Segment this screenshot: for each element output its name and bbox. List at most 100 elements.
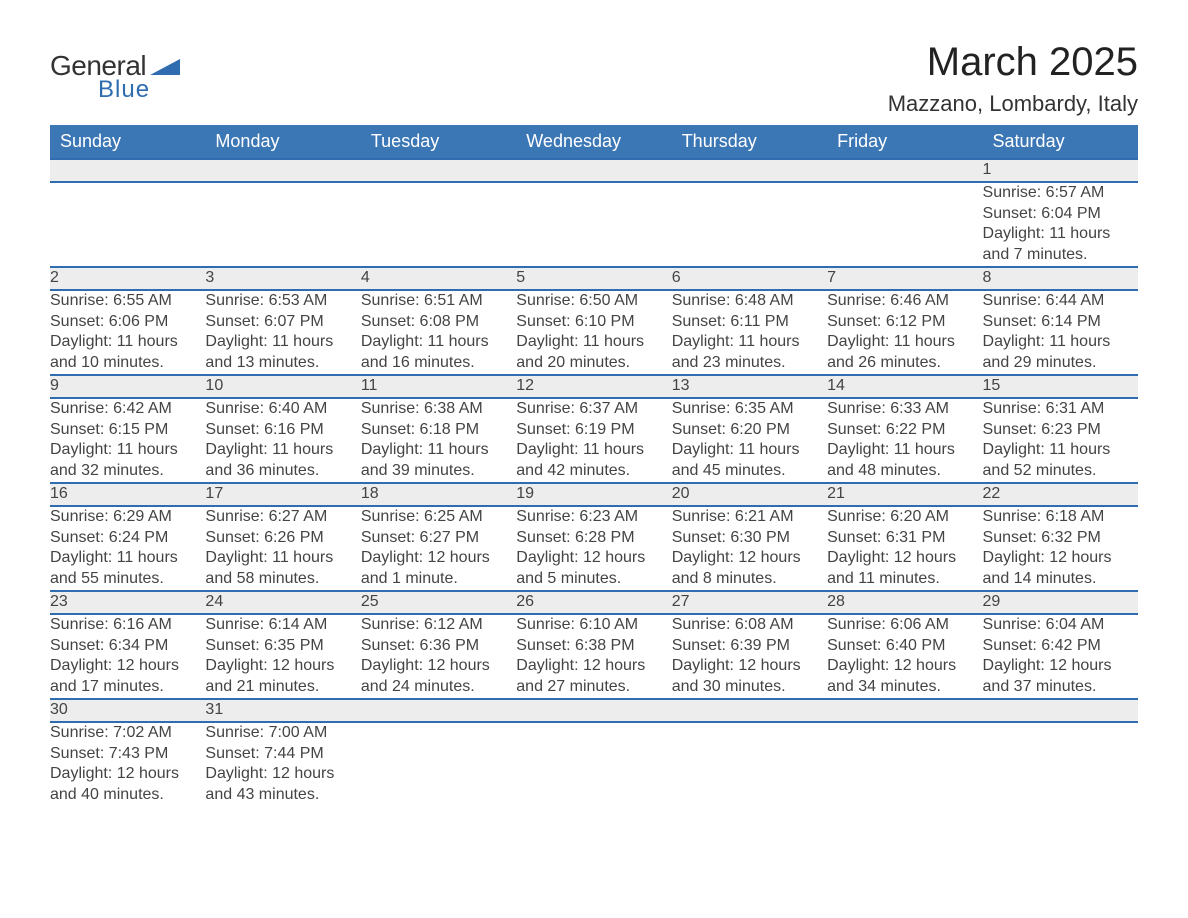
- day-number-cell: 3: [205, 267, 360, 290]
- day-detail-cell: Sunrise: 6:33 AMSunset: 6:22 PMDaylight:…: [827, 398, 982, 483]
- day-detail-cell: Sunrise: 6:48 AMSunset: 6:11 PMDaylight:…: [672, 290, 827, 375]
- sunset-line: Sunset: 6:10 PM: [516, 312, 671, 333]
- daylight-line: Daylight: 12 hours and 40 minutes.: [50, 764, 205, 806]
- daylight-line: Daylight: 11 hours and 48 minutes.: [827, 440, 982, 482]
- day-number-row: 9101112131415: [50, 375, 1138, 398]
- day-number: 1: [983, 161, 992, 178]
- daylight-line: Daylight: 12 hours and 27 minutes.: [516, 656, 671, 698]
- day-detail-cell: Sunrise: 6:23 AMSunset: 6:28 PMDaylight:…: [516, 506, 671, 591]
- day-number-cell: 26: [516, 591, 671, 614]
- sunrise-line: Sunrise: 6:08 AM: [672, 615, 827, 636]
- day-number-cell: 18: [361, 483, 516, 506]
- day-number-row: 23242526272829: [50, 591, 1138, 614]
- day-number: 8: [983, 269, 992, 286]
- day-detail-cell: [516, 722, 671, 806]
- sunrise-line: Sunrise: 6:20 AM: [827, 507, 982, 528]
- day-number-cell: [361, 159, 516, 182]
- day-detail-cell: [672, 182, 827, 267]
- daylight-line: Daylight: 11 hours and 39 minutes.: [361, 440, 516, 482]
- day-number-cell: 30: [50, 699, 205, 722]
- day-number-cell: 13: [672, 375, 827, 398]
- day-detail-cell: Sunrise: 6:53 AMSunset: 6:07 PMDaylight:…: [205, 290, 360, 375]
- day-number-cell: 17: [205, 483, 360, 506]
- daylight-line: Daylight: 11 hours and 36 minutes.: [205, 440, 360, 482]
- day-detail-cell: Sunrise: 6:10 AMSunset: 6:38 PMDaylight:…: [516, 614, 671, 699]
- sunrise-line: Sunrise: 6:31 AM: [983, 399, 1138, 420]
- daylight-line: Daylight: 11 hours and 23 minutes.: [672, 332, 827, 374]
- day-detail-cell: Sunrise: 6:08 AMSunset: 6:39 PMDaylight:…: [672, 614, 827, 699]
- daylight-line: Daylight: 11 hours and 58 minutes.: [205, 548, 360, 590]
- day-detail-cell: Sunrise: 6:18 AMSunset: 6:32 PMDaylight:…: [983, 506, 1138, 591]
- daylight-line: Daylight: 12 hours and 8 minutes.: [672, 548, 827, 590]
- sunset-line: Sunset: 6:15 PM: [50, 420, 205, 441]
- daylight-line: Daylight: 12 hours and 14 minutes.: [983, 548, 1138, 590]
- daylight-line: Daylight: 12 hours and 43 minutes.: [205, 764, 360, 806]
- day-detail-cell: Sunrise: 6:57 AMSunset: 6:04 PMDaylight:…: [983, 182, 1138, 267]
- day-detail-cell: Sunrise: 6:12 AMSunset: 6:36 PMDaylight:…: [361, 614, 516, 699]
- day-detail-cell: [361, 722, 516, 806]
- day-number-cell: 29: [983, 591, 1138, 614]
- day-number-cell: [827, 699, 982, 722]
- daylight-line: Daylight: 12 hours and 30 minutes.: [672, 656, 827, 698]
- day-number: 17: [205, 485, 223, 502]
- sunrise-line: Sunrise: 6:27 AM: [205, 507, 360, 528]
- day-detail-cell: Sunrise: 6:14 AMSunset: 6:35 PMDaylight:…: [205, 614, 360, 699]
- day-number: 10: [205, 377, 223, 394]
- day-number-cell: [205, 159, 360, 182]
- sunrise-line: Sunrise: 6:10 AM: [516, 615, 671, 636]
- day-detail-cell: Sunrise: 6:06 AMSunset: 6:40 PMDaylight:…: [827, 614, 982, 699]
- day-detail-cell: Sunrise: 6:25 AMSunset: 6:27 PMDaylight:…: [361, 506, 516, 591]
- day-number: 4: [361, 269, 370, 286]
- day-number-cell: 5: [516, 267, 671, 290]
- sunset-line: Sunset: 6:11 PM: [672, 312, 827, 333]
- daylight-line: Daylight: 12 hours and 21 minutes.: [205, 656, 360, 698]
- day-number-cell: 14: [827, 375, 982, 398]
- day-number-cell: 4: [361, 267, 516, 290]
- daylight-line: Daylight: 11 hours and 16 minutes.: [361, 332, 516, 374]
- day-number-cell: 15: [983, 375, 1138, 398]
- sunset-line: Sunset: 6:12 PM: [827, 312, 982, 333]
- day-number: 28: [827, 593, 845, 610]
- day-number: 7: [827, 269, 836, 286]
- day-detail-cell: Sunrise: 7:00 AMSunset: 7:44 PMDaylight:…: [205, 722, 360, 806]
- sunset-line: Sunset: 6:08 PM: [361, 312, 516, 333]
- day-detail-cell: Sunrise: 6:38 AMSunset: 6:18 PMDaylight:…: [361, 398, 516, 483]
- sunset-line: Sunset: 6:36 PM: [361, 636, 516, 657]
- day-number-cell: 11: [361, 375, 516, 398]
- sunrise-line: Sunrise: 6:48 AM: [672, 291, 827, 312]
- day-number-cell: 2: [50, 267, 205, 290]
- sunrise-line: Sunrise: 6:25 AM: [361, 507, 516, 528]
- day-detail-cell: Sunrise: 6:16 AMSunset: 6:34 PMDaylight:…: [50, 614, 205, 699]
- day-number: 18: [361, 485, 379, 502]
- day-number-cell: 31: [205, 699, 360, 722]
- day-detail-cell: Sunrise: 6:50 AMSunset: 6:10 PMDaylight:…: [516, 290, 671, 375]
- day-number-cell: 6: [672, 267, 827, 290]
- sunrise-line: Sunrise: 6:51 AM: [361, 291, 516, 312]
- daylight-line: Daylight: 11 hours and 32 minutes.: [50, 440, 205, 482]
- weekday-header-row: Sunday Monday Tuesday Wednesday Thursday…: [50, 125, 1138, 159]
- day-number-cell: 27: [672, 591, 827, 614]
- day-number-row: 1: [50, 159, 1138, 182]
- day-detail-cell: Sunrise: 6:29 AMSunset: 6:24 PMDaylight:…: [50, 506, 205, 591]
- logo-word2: Blue: [98, 76, 150, 104]
- day-detail-cell: Sunrise: 6:20 AMSunset: 6:31 PMDaylight:…: [827, 506, 982, 591]
- day-number: 20: [672, 485, 690, 502]
- sunset-line: Sunset: 6:20 PM: [672, 420, 827, 441]
- day-number-cell: 28: [827, 591, 982, 614]
- day-number-cell: [516, 159, 671, 182]
- sunset-line: Sunset: 6:35 PM: [205, 636, 360, 657]
- day-number: 26: [516, 593, 534, 610]
- sunset-line: Sunset: 6:38 PM: [516, 636, 671, 657]
- sunrise-line: Sunrise: 7:00 AM: [205, 723, 360, 744]
- day-detail-cell: Sunrise: 6:35 AMSunset: 6:20 PMDaylight:…: [672, 398, 827, 483]
- sunrise-line: Sunrise: 6:14 AM: [205, 615, 360, 636]
- day-detail-cell: Sunrise: 6:27 AMSunset: 6:26 PMDaylight:…: [205, 506, 360, 591]
- daylight-line: Daylight: 11 hours and 55 minutes.: [50, 548, 205, 590]
- sunrise-line: Sunrise: 6:50 AM: [516, 291, 671, 312]
- sunset-line: Sunset: 6:04 PM: [983, 204, 1138, 225]
- daylight-line: Daylight: 12 hours and 34 minutes.: [827, 656, 982, 698]
- day-number-row: 3031: [50, 699, 1138, 722]
- sunset-line: Sunset: 7:43 PM: [50, 744, 205, 765]
- day-number-cell: 16: [50, 483, 205, 506]
- daylight-line: Daylight: 11 hours and 29 minutes.: [983, 332, 1138, 374]
